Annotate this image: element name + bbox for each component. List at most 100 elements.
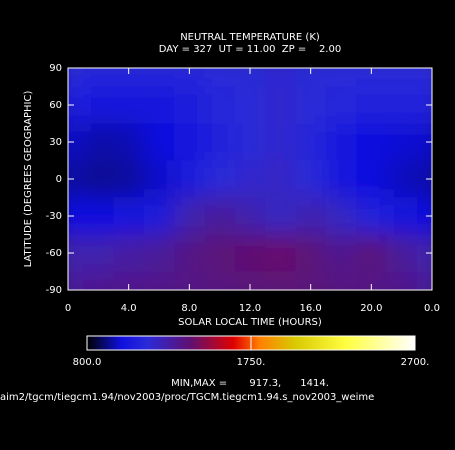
x-tick-label: 4.0: [121, 303, 137, 314]
heatmap-cell: [143, 86, 176, 125]
heatmap-cell: [143, 271, 176, 290]
heatmap-cell: [265, 68, 297, 88]
heatmap-cell: [234, 68, 267, 88]
heatmap-cell: [204, 197, 236, 236]
heatmap-cell: [265, 234, 297, 273]
file-path: aim2/tgcm/tiegcm1.94/nov2003/proc/TGCM.t…: [0, 392, 374, 403]
heatmap-cell: [174, 123, 206, 162]
heatmap-cell: [174, 68, 206, 88]
heatmap-cell: [386, 86, 418, 125]
heatmap-cell: [356, 271, 388, 290]
x-axis-label: SOLAR LOCAL TIME (HOURS): [178, 317, 322, 328]
colorbar-tick-label: 800.0: [73, 357, 102, 368]
heatmap-cell: [386, 160, 418, 199]
heatmap-cell: [416, 197, 432, 236]
heatmap-cell: [174, 234, 206, 273]
heatmap-cell: [204, 86, 236, 125]
heatmap-cell: [113, 234, 145, 273]
heatmap-cell: [265, 197, 297, 236]
x-tick-label: 20.0: [360, 303, 382, 314]
colorbar-tick-label: 1750.: [237, 357, 266, 368]
heatmap-cell: [416, 68, 432, 88]
heatmap-cell: [234, 271, 267, 290]
heatmap-cell: [174, 86, 206, 125]
y-tick-label: 60: [49, 100, 62, 111]
heatmap-cell: [113, 123, 145, 162]
y-axis-label: LATITUDE (DEGREES GEOGRAPHIC): [23, 91, 34, 268]
y-tick-label: -30: [46, 211, 62, 222]
y-tick-label: 0: [56, 174, 62, 185]
colorbar-tick-label: 2700.: [401, 357, 430, 368]
heatmap-cell: [356, 68, 388, 88]
heatmap-cell: [386, 68, 418, 88]
y-tick-label: 90: [49, 63, 62, 74]
heatmap-cell: [174, 271, 206, 290]
heatmap-cell: [386, 123, 418, 162]
heatmap-cell: [356, 234, 388, 273]
heatmap-cell: [295, 160, 327, 199]
heatmap-cell: [143, 234, 176, 273]
heatmap-cell: [325, 123, 358, 162]
heatmap-cell: [143, 123, 176, 162]
heatmap-cell: [325, 271, 358, 290]
heatmap-cell: [234, 123, 267, 162]
heatmap-cell: [416, 271, 432, 290]
heatmap-cell: [204, 160, 236, 199]
chart-title: NEUTRAL TEMPERATURE (K): [180, 32, 320, 43]
heatmap-cell: [143, 68, 176, 88]
heatmap-cell: [295, 197, 327, 236]
heatmap-cell: [174, 197, 206, 236]
x-tick-label: 8.0: [181, 303, 197, 314]
heatmap-cell: [265, 160, 297, 199]
heatmap-cell: [143, 160, 176, 199]
heatmap-cell: [83, 123, 115, 162]
heatmap-cell: [234, 234, 267, 273]
heatmap-cell: [295, 86, 327, 125]
heatmap-cell: [325, 68, 358, 88]
heatmap-cell: [113, 197, 145, 236]
heatmap-cell: [68, 271, 85, 290]
heatmap-cell: [416, 123, 432, 162]
heatmap-cell: [386, 271, 418, 290]
heatmap-cell: [68, 197, 85, 236]
heatmap-cells: [68, 68, 432, 290]
heatmap-cell: [295, 68, 327, 88]
heatmap-cell: [356, 160, 388, 199]
heatmap-cell: [386, 234, 418, 273]
heatmap-cell: [265, 271, 297, 290]
y-tick-label: -60: [46, 248, 62, 259]
heatmap-cell: [356, 86, 388, 125]
heatmap-cell: [83, 234, 115, 273]
heatmap-cell: [386, 197, 418, 236]
heatmap-cell: [204, 271, 236, 290]
x-tick-label: 0: [65, 303, 71, 314]
heatmap-cell: [83, 271, 115, 290]
heatmap-cell: [295, 234, 327, 273]
heatmap-cell: [68, 86, 85, 125]
heatmap-cell: [416, 160, 432, 199]
chart-subtitle: DAY = 327 UT = 11.00 ZP = 2.00: [159, 44, 341, 55]
heatmap-cell: [356, 197, 388, 236]
heatmap-cell: [356, 123, 388, 162]
heatmap-cell: [416, 234, 432, 273]
heatmap-cell: [416, 86, 432, 125]
heatmap-cell: [113, 160, 145, 199]
heatmap-cell: [83, 68, 115, 88]
heatmap-cell: [295, 271, 327, 290]
heatmap-cell: [325, 86, 358, 125]
heatmap-cell: [113, 86, 145, 125]
heatmap-cell: [83, 197, 115, 236]
heatmap-cell: [325, 160, 358, 199]
x-tick-label: 16.0: [300, 303, 322, 314]
heatmap-cell: [234, 160, 267, 199]
heatmap-cell: [325, 234, 358, 273]
heatmap-cell: [265, 86, 297, 125]
heatmap-cell: [68, 160, 85, 199]
heatmap-cell: [143, 197, 176, 236]
heatmap-cell: [204, 123, 236, 162]
heatmap-cell: [68, 68, 85, 88]
min-max: MIN,MAX = 917.3, 1414.: [171, 378, 329, 389]
y-tick-label: -90: [46, 285, 62, 296]
